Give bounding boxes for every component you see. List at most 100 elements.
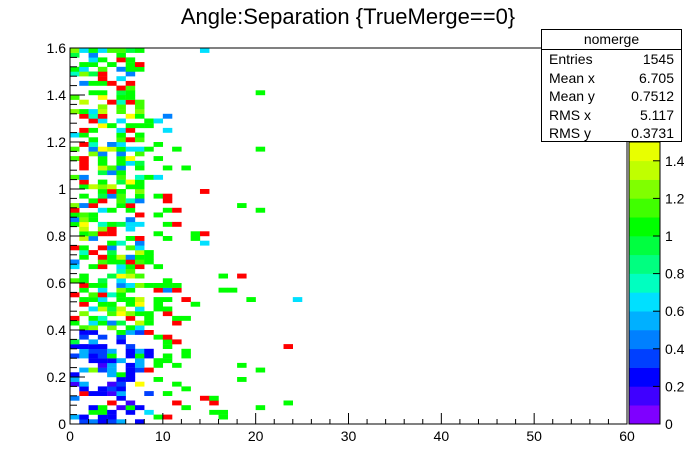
heatmap-cell: [97, 278, 108, 284]
y-tick-label: 0.4: [47, 322, 67, 338]
heatmap-cell: [153, 377, 164, 382]
heatmap-cell: [79, 414, 89, 420]
heatmap-cell: [255, 207, 266, 213]
heatmap-cell: [153, 193, 164, 199]
heatmap-cell: [88, 283, 99, 288]
heatmap-cell: [97, 320, 108, 326]
heatmap-cell: [97, 297, 108, 302]
heatmap-cell: [97, 315, 108, 321]
heatmap-cell: [79, 297, 89, 302]
heatmap-cell: [181, 297, 191, 302]
heatmap-cell: [116, 278, 126, 284]
heatmap-cell: [107, 414, 117, 420]
heatmap-cell: [162, 339, 173, 345]
heatmap-cell: [125, 273, 136, 279]
heatmap-cell: [172, 400, 182, 406]
heatmap-cell: [116, 297, 126, 302]
heatmap-cell: [70, 395, 80, 401]
heatmap-cell: [116, 66, 126, 72]
heatmap-cell: [70, 339, 80, 345]
heatmap-cell: [125, 207, 136, 213]
heatmap-cell: [107, 250, 117, 255]
heatmap-cell: [162, 113, 173, 119]
palette-band: [629, 405, 660, 425]
heatmap-cell: [125, 221, 136, 227]
heatmap-cell: [246, 297, 256, 302]
heatmap-cell: [125, 245, 136, 251]
heatmap-cell: [162, 297, 173, 302]
heatmap-cell: [116, 268, 126, 274]
heatmap-cell: [144, 409, 154, 415]
heatmap-cell: [107, 348, 117, 354]
heatmap-cell: [97, 207, 108, 213]
heatmap-cell: [107, 259, 117, 265]
heatmap-cell: [134, 301, 145, 307]
heatmap-cell: [97, 306, 108, 312]
heatmap-cell: [97, 414, 108, 420]
heatmap-cell: [116, 156, 126, 161]
y-tick-label: 0.2: [47, 369, 67, 385]
heatmap-cell: [125, 198, 136, 204]
heatmap-cell: [107, 165, 117, 171]
palette-tick-label: 0.2: [665, 378, 685, 394]
heatmap-cell: [162, 287, 173, 293]
heatmap-cell: [97, 259, 108, 265]
heatmap-cell: [125, 330, 136, 335]
heatmap-cell: [162, 278, 173, 284]
heatmap-cell: [107, 80, 117, 86]
heatmap-cell: [88, 198, 99, 204]
heatmap-cell: [88, 109, 99, 114]
heatmap-cell: [107, 325, 117, 331]
heatmap-cell: [97, 348, 108, 354]
heatmap-cell: [172, 287, 182, 293]
heatmap-cell: [79, 245, 89, 251]
heatmap-cell: [209, 395, 219, 401]
heatmap-cell: [79, 353, 89, 359]
heatmap-cell: [107, 419, 117, 425]
heatmap-cell: [70, 95, 80, 100]
heatmap-cell: [88, 344, 99, 349]
heatmap-cell: [116, 381, 126, 387]
heatmap-cell: [107, 367, 117, 373]
stats-row-entries: Entries 1545: [542, 50, 681, 69]
heatmap-cell: [79, 381, 89, 387]
heatmap-cell: [79, 254, 89, 260]
x-tick-label: 40: [434, 428, 450, 444]
heatmap-cell: [227, 287, 238, 293]
heatmap-cell: [79, 391, 89, 396]
heatmap-cell: [134, 193, 145, 199]
heatmap-cell: [125, 268, 136, 274]
color-palette: 0 0.2 0.4 0.6 0.8 1 1.2 1.4: [628, 141, 685, 432]
heatmap-cell: [134, 165, 145, 171]
heatmap-cell: [144, 353, 154, 359]
heatmap-cell: [70, 381, 80, 387]
palette-tick-label: 1.4: [665, 153, 685, 169]
heatmap-cell: [79, 301, 89, 307]
heatmap-cell: [172, 146, 182, 152]
palette-band: [629, 348, 660, 368]
heatmap-cell: [107, 62, 117, 67]
heatmap-cell: [218, 409, 229, 415]
heatmap-cell: [116, 287, 126, 293]
heatmap-cell: [125, 66, 136, 72]
heatmap-cell: [144, 123, 154, 129]
heatmap-cell: [97, 334, 108, 340]
heatmap-cell: [125, 156, 136, 161]
heatmap-cell: [116, 306, 126, 312]
heatmap-cell: [88, 419, 99, 425]
heatmap-cell: [153, 174, 164, 180]
heatmap-cell: [97, 170, 108, 176]
heatmap-cell: [97, 391, 108, 396]
heatmap-cell: [125, 297, 136, 302]
heatmap-cell: [125, 259, 136, 265]
heatmap-cell: [125, 325, 136, 331]
heatmap-cell: [107, 226, 117, 232]
heatmap-cell: [144, 311, 154, 317]
heatmap-cell: [70, 259, 80, 265]
y-tick-label: 1.6: [47, 40, 67, 56]
heatmap-cell: [134, 137, 145, 143]
stats-label: Mean y: [549, 88, 595, 104]
heatmap-cell: [97, 221, 108, 227]
heatmap-cell: [116, 90, 126, 96]
